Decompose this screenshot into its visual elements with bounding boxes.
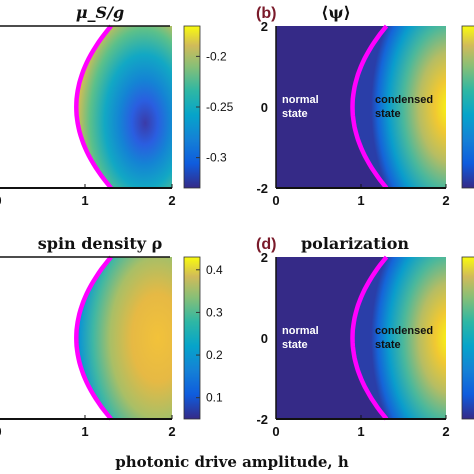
region-label: normal state [282, 325, 319, 351]
condensed-region-heatmap [352, 26, 446, 188]
x-tick-label: 0 [0, 193, 2, 208]
region-label: condensed state [375, 325, 433, 351]
colorbar-tick-label: -0.2 [206, 49, 227, 63]
x-tick-label: 2 [168, 193, 175, 208]
y-tick-label: 2 [261, 250, 268, 265]
phase-boundary [350, 24, 389, 190]
panel-3: 0 1 2 0.4 0.3 0.2 0.1 spin density ρ [0, 234, 223, 439]
x-tick-label: 0 [272, 424, 279, 439]
panel-title: μ_S/g [76, 3, 124, 22]
x-tick-label: 0 [272, 193, 279, 208]
x-tick-label: 2 [442, 424, 449, 439]
condensed-region-heatmap [76, 26, 172, 188]
x-axis-label: photonic drive amplitude, h [115, 453, 349, 471]
condensed-region-heatmap [352, 257, 446, 419]
colorbar-tick-label: 0.2 [206, 348, 223, 362]
colorbar [461, 25, 474, 189]
panel-1: 0 1 2 -0.2 -0.25 -0.3 μ_S/g [0, 3, 234, 208]
x-tick-label: 1 [81, 193, 88, 208]
colorbar-tick-label: -0.3 [206, 151, 227, 165]
panel-label: (d) [256, 236, 276, 253]
x-tick-label: 0 [0, 424, 2, 439]
x-tick-label: 1 [357, 424, 364, 439]
phase-boundary [74, 255, 113, 421]
panel-2: 0 1 2 2 0 -2 (b) ⟨ψ⟩ normal state condensed state [256, 3, 474, 208]
panel-title: ⟨ψ⟩ [321, 3, 351, 22]
region-label: condensed state [375, 94, 433, 120]
y-tick-label: 2 [261, 19, 268, 34]
phase-boundary [350, 255, 389, 421]
y-tick-label: -2 [256, 412, 268, 427]
y-tick-label: 0 [261, 100, 268, 115]
colorbar-tick-label: 0.4 [206, 263, 223, 277]
colorbar [183, 256, 201, 420]
panel-title: polarization [301, 234, 409, 253]
colorbar [461, 256, 474, 420]
x-tick-label: 2 [168, 424, 175, 439]
condensed-region-heatmap [76, 257, 172, 419]
y-tick-label: 0 [261, 331, 268, 346]
panel-label: (b) [256, 5, 276, 22]
phase-boundary [74, 24, 113, 190]
y-tick-label: -2 [256, 181, 268, 196]
colorbar-tick-label: -0.25 [206, 100, 234, 114]
panel-4: 0 1 2 2 0 -2 (d) polarization normal state condens… [256, 234, 474, 439]
panel-title: spin density ρ [38, 234, 162, 253]
colorbar-tick-label: 0.1 [206, 391, 223, 405]
colorbar-tick-label: 0.3 [206, 305, 223, 319]
region-label: normal state [282, 94, 319, 120]
x-tick-label: 2 [442, 193, 449, 208]
x-tick-label: 1 [81, 424, 88, 439]
x-tick-label: 1 [357, 193, 364, 208]
